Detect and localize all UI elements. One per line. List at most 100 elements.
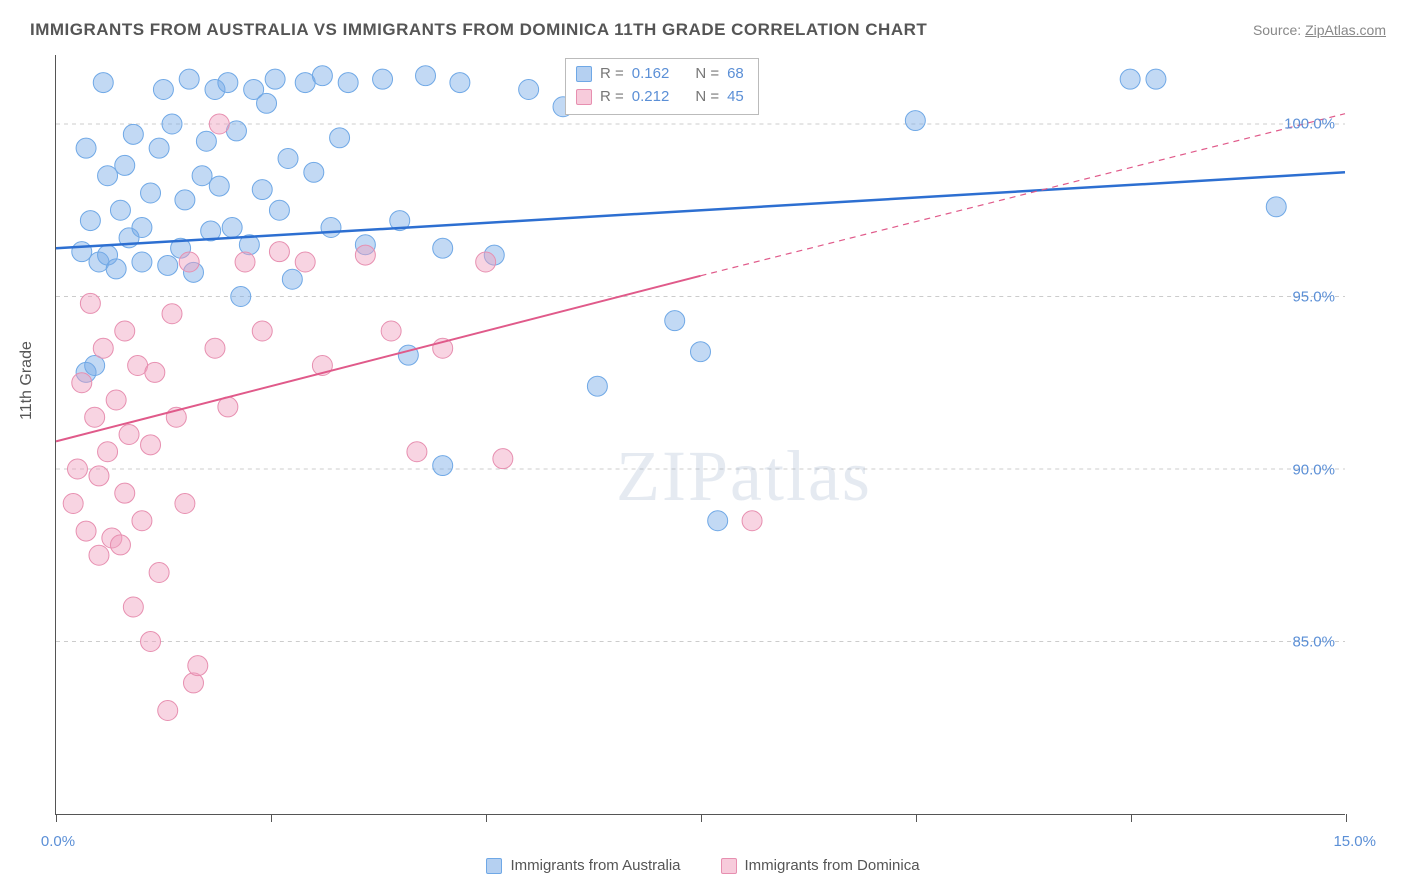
data-point-dominica[interactable] <box>175 494 195 514</box>
data-point-dominica[interactable] <box>115 483 135 503</box>
data-point-australia[interactable] <box>141 183 161 203</box>
legend-item-dominica[interactable]: Immigrants from Dominica <box>721 857 920 874</box>
swatch-australia <box>576 66 592 82</box>
data-point-dominica[interactable] <box>742 511 762 531</box>
data-point-dominica[interactable] <box>188 656 208 676</box>
data-point-australia[interactable] <box>175 190 195 210</box>
stats-legend-box: R = 0.162 N = 68 R = 0.212 N = 45 <box>565 58 759 115</box>
data-point-dominica[interactable] <box>252 321 272 341</box>
data-point-dominica[interactable] <box>80 293 100 313</box>
data-point-australia[interactable] <box>93 73 113 93</box>
data-point-australia[interactable] <box>519 80 539 100</box>
data-point-australia[interactable] <box>132 218 152 238</box>
r-value-dominica: 0.212 <box>632 86 670 109</box>
data-point-dominica[interactable] <box>493 449 513 469</box>
x-tick <box>1346 814 1347 822</box>
source-label: Source: <box>1253 22 1305 38</box>
data-point-dominica[interactable] <box>355 245 375 265</box>
data-point-australia[interactable] <box>153 80 173 100</box>
data-point-australia[interactable] <box>278 149 298 169</box>
data-point-dominica[interactable] <box>119 425 139 445</box>
source-link[interactable]: ZipAtlas.com <box>1305 22 1386 38</box>
data-point-dominica[interactable] <box>381 321 401 341</box>
data-point-australia[interactable] <box>330 128 350 148</box>
data-point-australia[interactable] <box>179 69 199 89</box>
data-point-dominica[interactable] <box>89 466 109 486</box>
data-point-australia[interactable] <box>76 138 96 158</box>
data-point-dominica[interactable] <box>149 563 169 583</box>
data-point-australia[interactable] <box>312 66 332 86</box>
data-point-dominica[interactable] <box>76 521 96 541</box>
data-point-australia[interactable] <box>665 311 685 331</box>
data-point-australia[interactable] <box>265 69 285 89</box>
x-tick <box>271 814 272 822</box>
data-point-australia[interactable] <box>231 287 251 307</box>
data-point-australia[interactable] <box>132 252 152 272</box>
data-point-australia[interactable] <box>708 511 728 531</box>
data-point-australia[interactable] <box>1146 69 1166 89</box>
legend-item-australia[interactable]: Immigrants from Australia <box>486 857 680 874</box>
data-point-australia[interactable] <box>450 73 470 93</box>
data-point-dominica[interactable] <box>141 435 161 455</box>
data-point-dominica[interactable] <box>269 242 289 262</box>
data-point-dominica[interactable] <box>63 494 83 514</box>
data-point-dominica[interactable] <box>89 545 109 565</box>
data-point-dominica[interactable] <box>110 535 130 555</box>
data-point-dominica[interactable] <box>72 373 92 393</box>
plot-svg <box>56 55 1345 814</box>
data-point-australia[interactable] <box>321 218 341 238</box>
data-point-australia[interactable] <box>257 93 277 113</box>
data-point-australia[interactable] <box>373 69 393 89</box>
data-point-dominica[interactable] <box>145 362 165 382</box>
data-point-australia[interactable] <box>72 242 92 262</box>
data-point-australia[interactable] <box>149 138 169 158</box>
data-point-australia[interactable] <box>252 180 272 200</box>
data-point-dominica[interactable] <box>106 390 126 410</box>
data-point-australia[interactable] <box>158 255 178 275</box>
data-point-australia[interactable] <box>222 218 242 238</box>
data-point-australia[interactable] <box>115 155 135 175</box>
data-point-australia[interactable] <box>196 131 216 151</box>
data-point-australia[interactable] <box>304 162 324 182</box>
x-tick <box>56 814 57 822</box>
data-point-australia[interactable] <box>1120 69 1140 89</box>
data-point-australia[interactable] <box>123 124 143 144</box>
data-point-dominica[interactable] <box>407 442 427 462</box>
data-point-dominica[interactable] <box>162 304 182 324</box>
data-point-dominica[interactable] <box>205 338 225 358</box>
data-point-australia[interactable] <box>192 166 212 186</box>
data-point-dominica[interactable] <box>295 252 315 272</box>
data-point-australia[interactable] <box>282 269 302 289</box>
data-point-australia[interactable] <box>691 342 711 362</box>
data-point-australia[interactable] <box>433 456 453 476</box>
data-point-australia[interactable] <box>587 376 607 396</box>
data-point-dominica[interactable] <box>476 252 496 272</box>
data-point-australia[interactable] <box>905 111 925 131</box>
data-point-dominica[interactable] <box>179 252 199 272</box>
data-point-dominica[interactable] <box>98 442 118 462</box>
data-point-dominica[interactable] <box>184 673 204 693</box>
data-point-dominica[interactable] <box>132 511 152 531</box>
data-point-australia[interactable] <box>162 114 182 134</box>
data-point-dominica[interactable] <box>158 701 178 721</box>
data-point-dominica[interactable] <box>93 338 113 358</box>
data-point-australia[interactable] <box>80 211 100 231</box>
data-point-australia[interactable] <box>110 200 130 220</box>
data-point-dominica[interactable] <box>115 321 135 341</box>
data-point-australia[interactable] <box>433 238 453 258</box>
data-point-dominica[interactable] <box>123 597 143 617</box>
data-point-australia[interactable] <box>416 66 436 86</box>
data-point-australia[interactable] <box>218 73 238 93</box>
data-point-dominica[interactable] <box>209 114 229 134</box>
data-point-dominica[interactable] <box>235 252 255 272</box>
data-point-australia[interactable] <box>209 176 229 196</box>
data-point-australia[interactable] <box>106 259 126 279</box>
data-point-dominica[interactable] <box>141 632 161 652</box>
data-point-australia[interactable] <box>338 73 358 93</box>
data-point-dominica[interactable] <box>85 407 105 427</box>
data-point-australia[interactable] <box>1266 197 1286 217</box>
y-tick-label: 85.0% <box>1292 634 1335 651</box>
data-point-australia[interactable] <box>269 200 289 220</box>
data-point-australia[interactable] <box>98 166 118 186</box>
data-point-dominica[interactable] <box>67 459 87 479</box>
